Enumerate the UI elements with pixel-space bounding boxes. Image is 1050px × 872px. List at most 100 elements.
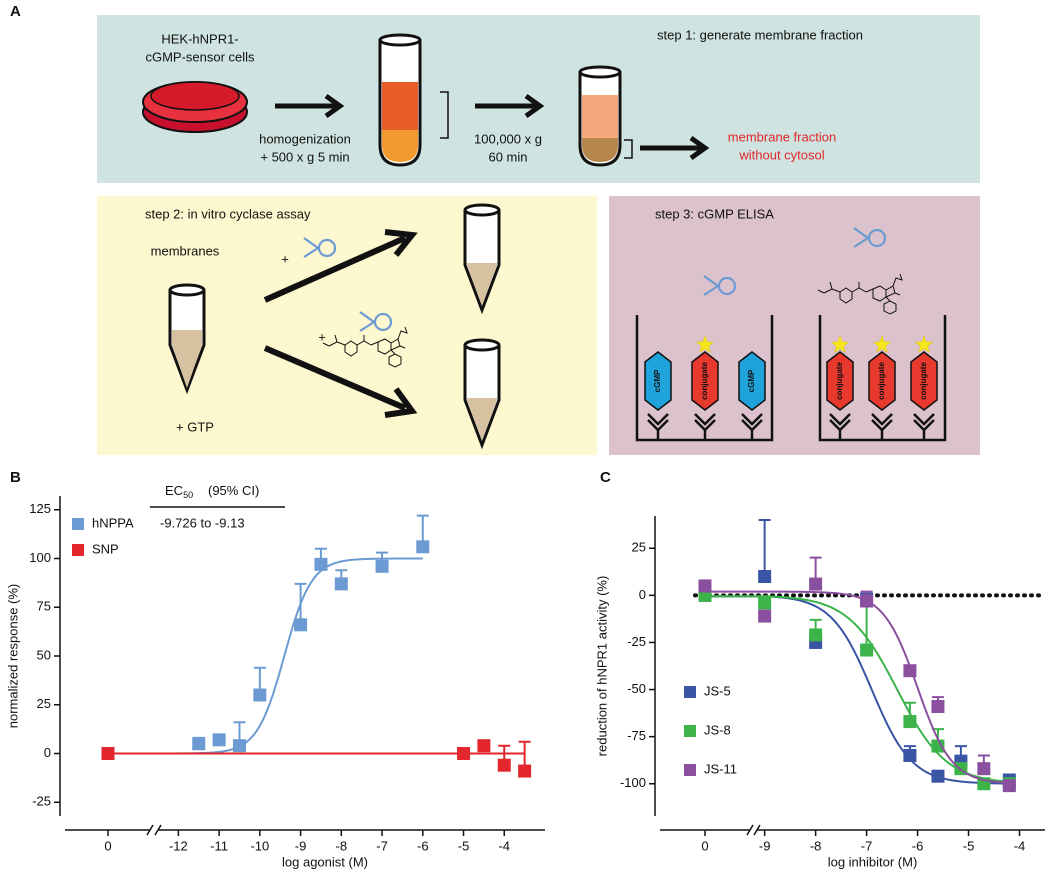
x-tick-label: -9	[295, 838, 307, 853]
data-point	[758, 570, 772, 584]
error-bar	[758, 519, 771, 577]
y-tick-label: -25	[32, 794, 51, 809]
legend-label: JS-5	[704, 683, 731, 698]
membranes-label: membranes	[151, 243, 220, 258]
data-point	[931, 700, 945, 714]
y-axis-label: reduction of hNPR1 activity (%)	[594, 576, 609, 757]
legend-swatch	[72, 518, 84, 530]
legend-swatch	[684, 764, 696, 776]
analyte-label: conjugate	[700, 362, 709, 400]
ec50-header-text: EC	[165, 483, 183, 498]
ec50-header: EC50 (95% CI)	[165, 483, 259, 500]
x-tick-label: 0	[104, 838, 111, 853]
analyte-label: conjugate	[919, 362, 928, 400]
x-tick-label: -9	[759, 838, 771, 853]
elisa-analyte	[826, 351, 854, 411]
x-tick-label: -8	[336, 838, 348, 853]
data-point	[758, 596, 772, 610]
data-point	[518, 764, 532, 778]
data-point	[903, 664, 917, 678]
tube-assay	[168, 283, 206, 392]
data-point	[903, 715, 917, 729]
data-point	[809, 577, 823, 591]
step-note: homogenization	[259, 131, 351, 146]
arrow	[275, 93, 710, 161]
step-title: step 3: cGMP ELISA	[655, 206, 774, 221]
x-axis-label: log inhibitor (M)	[828, 854, 918, 869]
step-note: + 500 x g 5 min	[260, 149, 349, 164]
y-tick-label: -100	[620, 775, 646, 790]
x-tick-label: -6	[912, 838, 924, 853]
step-note: 60 min	[488, 149, 527, 164]
panel-label: B	[10, 469, 21, 486]
y-tick-label: 0	[639, 587, 646, 602]
legend-label: SNP	[92, 541, 119, 556]
cells-label: HEK-hNPR1-	[161, 31, 238, 46]
axis-break	[146, 824, 154, 836]
panel-label: A	[10, 3, 21, 20]
gtp-label: + GTP	[176, 419, 214, 434]
data-point	[477, 739, 491, 753]
fit-curve	[705, 595, 1010, 783]
error-bar	[294, 582, 307, 625]
analyte-label: cGMP	[747, 369, 756, 392]
step3-box	[609, 196, 980, 455]
elisa-analyte	[644, 351, 672, 411]
x-tick-label: -6	[417, 838, 429, 853]
legend-label: JS-11	[704, 761, 737, 776]
x-tick-label: -10	[250, 838, 269, 853]
axis-break	[154, 824, 162, 836]
data-point	[192, 737, 206, 751]
data-point	[253, 688, 267, 702]
legend-swatch	[684, 725, 696, 737]
y-tick-label: 25	[632, 540, 646, 555]
data-point	[860, 643, 874, 657]
legend-swatch	[684, 686, 696, 698]
y-tick-label: 50	[37, 647, 51, 662]
data-point	[809, 628, 823, 642]
antibody	[647, 413, 669, 440]
x-tick-label: -7	[861, 838, 873, 853]
antibody	[741, 413, 763, 440]
x-axis-label: log agonist (M)	[282, 854, 368, 869]
data-point	[375, 559, 389, 573]
x-tick-label: -8	[810, 838, 822, 853]
analyte-label: conjugate	[835, 362, 844, 400]
ec50-value: -9.726 to -9.13	[160, 515, 245, 530]
step-title: step 1: generate membrane fraction	[657, 27, 863, 42]
data-point	[497, 758, 511, 772]
analyte-label: cGMP	[653, 369, 662, 392]
ec50-subscript: 50	[183, 490, 193, 500]
y-tick-label: 100	[29, 550, 51, 565]
tube-homogenate	[378, 33, 449, 167]
plus: +	[281, 251, 289, 266]
antibody	[913, 413, 935, 440]
result-label: membrane fraction	[728, 129, 836, 144]
data-point	[334, 577, 348, 591]
elisa-analyte	[868, 351, 896, 411]
arrow	[263, 229, 418, 418]
data-point	[416, 540, 430, 554]
x-tick-label: -4	[498, 838, 510, 853]
legend-label: JS-8	[704, 722, 731, 737]
x-tick-label: -12	[169, 838, 188, 853]
data-point	[977, 762, 991, 776]
data-point	[860, 594, 874, 608]
y-tick-label: 25	[37, 696, 51, 711]
x-tick-label: -5	[458, 838, 470, 853]
y-axis-label: normalized response (%)	[5, 584, 20, 729]
step-note: 100,000 x g	[474, 131, 542, 146]
x-tick-label: -4	[1014, 838, 1026, 853]
data-point	[1002, 779, 1016, 793]
analyte-label: conjugate	[877, 362, 886, 400]
fit-curve	[108, 557, 423, 755]
plus: +	[318, 329, 326, 344]
elisa-analyte	[910, 351, 938, 411]
tube-result	[463, 203, 501, 447]
antibody	[694, 413, 716, 440]
step-title: step 2: in vitro cyclase assay	[145, 206, 311, 221]
tube-membranes	[578, 65, 633, 167]
fit-curve	[705, 595, 1010, 785]
antibody	[871, 413, 893, 440]
data-point	[931, 769, 945, 783]
